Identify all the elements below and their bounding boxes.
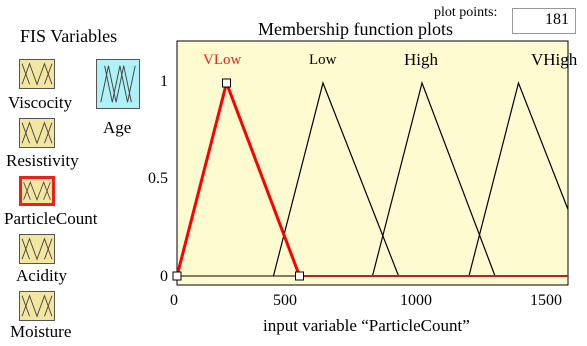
variable-label-acidity: Acidity <box>16 266 67 285</box>
variable-label-moisture: Moisture <box>10 322 72 341</box>
variable-button-acidity[interactable] <box>19 234 55 264</box>
variable-button-moisture[interactable] <box>19 291 55 321</box>
output-variable-button-age[interactable] <box>96 59 140 109</box>
fis-variables-title: FIS Variables <box>20 26 118 46</box>
variable-label-viscocity: Viscocity <box>8 93 73 112</box>
mf-label-vlow: VLow <box>203 52 242 68</box>
mf-vertex-handle[interactable] <box>222 78 232 88</box>
x-tick-label: 1500 <box>530 292 562 309</box>
mf-vertex-handle[interactable] <box>172 271 182 281</box>
mf-label-low: Low <box>309 52 337 68</box>
y-tick-label: 0.5 <box>148 170 168 187</box>
mf-curve-high[interactable] <box>371 81 496 277</box>
membership-function-icon <box>21 62 53 86</box>
mf-label-vhigh: VHigh <box>531 50 578 69</box>
mf-vertex-handle[interactable] <box>295 271 305 281</box>
membership-function-icon <box>100 65 136 103</box>
x-tick-label: 0 <box>170 292 178 309</box>
plot-points-label: plot points: <box>434 5 498 20</box>
plot-area <box>176 40 569 286</box>
variable-button-particlecount[interactable] <box>19 176 55 206</box>
mf-curve-vhigh[interactable] <box>468 81 587 277</box>
x-tick-label: 1000 <box>400 292 432 309</box>
y-tick-label: 1 <box>160 73 168 90</box>
mf-curve-low[interactable] <box>272 81 400 277</box>
variable-button-resistivity[interactable] <box>19 118 55 148</box>
plot-title: Membership function plots <box>258 19 453 39</box>
plot-points-input[interactable]: 181 <box>512 8 576 34</box>
x-tick-label: 500 <box>273 292 297 309</box>
membership-function-icon <box>21 294 53 318</box>
y-tick-label: 0 <box>160 268 168 285</box>
mf-label-high: High <box>404 50 438 69</box>
membership-function-icon <box>21 121 53 145</box>
variable-label-particlecount: ParticleCount <box>4 209 98 228</box>
variable-button-viscocity[interactable] <box>19 59 55 89</box>
membership-function-icon <box>23 181 51 201</box>
variable-label-resistivity: Resistivity <box>6 151 79 170</box>
output-variable-label-age: Age <box>103 118 132 137</box>
membership-function-icon <box>21 237 53 261</box>
x-axis-title: input variable “ParticleCount” <box>263 316 470 335</box>
